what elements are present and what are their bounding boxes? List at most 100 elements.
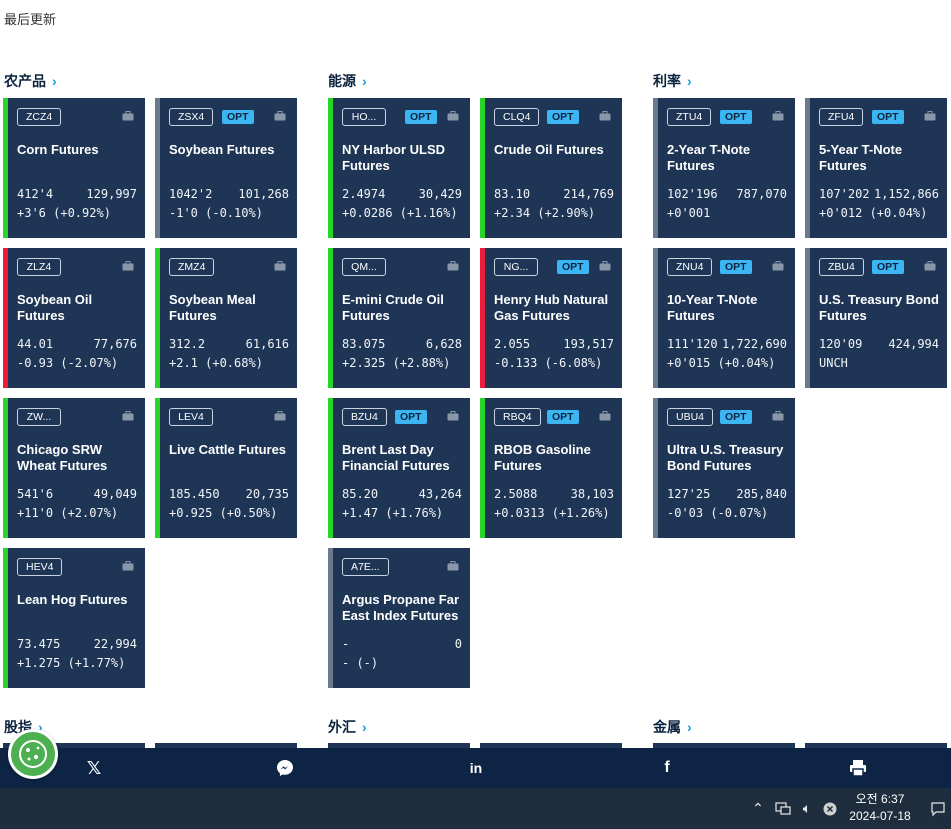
futures-card[interactable]: ZSX4 OPT Soybean Futures 1042'2 101,268 … xyxy=(155,98,297,238)
options-badge[interactable]: OPT xyxy=(405,110,437,124)
futures-card[interactable]: HO... OPT NY Harbor ULSD Futures 2.4974 … xyxy=(328,98,470,238)
trend-bar xyxy=(480,98,485,238)
volume: 1,722,690 xyxy=(721,337,787,351)
messenger-icon[interactable] xyxy=(275,758,295,778)
volume: 38,103 xyxy=(570,487,614,501)
category-metals-link[interactable]: 金属 › xyxy=(653,717,692,737)
volume: 787,070 xyxy=(736,187,787,201)
futures-card[interactable]: ZTU4 OPT 2-Year T-Note Futures 102'196 7… xyxy=(653,98,795,238)
taskbar-clock[interactable]: 오전 6:37 2024-07-18 xyxy=(840,791,920,825)
futures-card[interactable]: ZLZ4 Soybean Oil Futures 44.01 77,676 -0… xyxy=(3,248,145,388)
briefcase-icon[interactable] xyxy=(924,261,936,271)
briefcase-icon[interactable] xyxy=(599,411,611,421)
briefcase-icon[interactable] xyxy=(122,411,134,421)
briefcase-icon[interactable] xyxy=(122,561,134,571)
chevron-right-icon: › xyxy=(38,719,43,735)
briefcase-icon[interactable] xyxy=(122,261,134,271)
volume: 424,994 xyxy=(888,337,939,351)
category-fx-link[interactable]: 外汇 › xyxy=(328,717,367,737)
futures-card[interactable]: QM... E-mini Crude Oil Futures 83.075 6,… xyxy=(328,248,470,388)
futures-card[interactable]: HEV4 Lean Hog Futures 73.475 22,994 +1.2… xyxy=(3,548,145,688)
briefcase-icon[interactable] xyxy=(447,411,459,421)
facebook-icon[interactable]: f xyxy=(664,759,670,776)
briefcase-icon[interactable] xyxy=(772,411,784,421)
network-icon[interactable] xyxy=(772,788,794,829)
price-change: +2.325 (+2.88%) xyxy=(342,356,451,370)
futures-card[interactable]: ZFU4 OPT 5-Year T-Note Futures 107'202 1… xyxy=(805,98,947,238)
print-icon[interactable] xyxy=(848,758,868,778)
quote-row: 102'196 787,070 xyxy=(667,187,787,201)
last-updated-label: 最后更新 xyxy=(4,12,57,27)
share-bar: 𝕏 in f xyxy=(0,748,951,788)
briefcase-icon[interactable] xyxy=(274,411,286,421)
contract-name: Lean Hog Futures xyxy=(17,592,128,607)
show-hidden-icons-icon[interactable]: ⌃ xyxy=(752,800,764,816)
volume: 49,049 xyxy=(93,487,137,501)
options-badge[interactable]: OPT xyxy=(720,260,752,274)
briefcase-icon[interactable] xyxy=(599,111,611,121)
chevron-right-icon: › xyxy=(362,719,367,735)
contract-code-badge: LEV4 xyxy=(169,408,213,426)
category-rates-label: 利率 xyxy=(653,73,681,89)
quote-row: 85.20 43,264 xyxy=(342,487,462,501)
contract-name: Soybean Futures xyxy=(169,142,275,157)
last-price: 111'120 xyxy=(667,337,718,351)
futures-card[interactable]: BZU4 OPT Brent Last Day Financial Future… xyxy=(328,398,470,538)
briefcase-icon[interactable] xyxy=(447,561,459,571)
category-agri-label: 农产品 xyxy=(4,73,46,89)
contract-name: Live Cattle Futures xyxy=(169,442,287,457)
last-price: 2.055 xyxy=(494,337,531,351)
futures-card[interactable]: NG... OPT Henry Hub Natural Gas Futures … xyxy=(480,248,622,388)
price-change: +0.925 (+0.50%) xyxy=(169,506,278,520)
price-change: +2.34 (+2.90%) xyxy=(494,206,596,220)
briefcase-icon[interactable] xyxy=(447,111,459,121)
briefcase-icon[interactable] xyxy=(599,261,611,271)
options-badge[interactable]: OPT xyxy=(557,260,589,274)
futures-card[interactable]: RBQ4 OPT RBOB Gasoline Futures 2.5088 38… xyxy=(480,398,622,538)
category-agri-link[interactable]: 农产品 › xyxy=(4,71,57,91)
volume-icon[interactable]: 🔈︎ xyxy=(802,800,812,816)
briefcase-icon[interactable] xyxy=(122,111,134,121)
options-badge[interactable]: OPT xyxy=(395,410,427,424)
briefcase-icon[interactable] xyxy=(447,261,459,271)
trend-bar xyxy=(328,398,333,538)
futures-card[interactable]: ZCZ4 Corn Futures 412'4 129,997 +3'6 (+0… xyxy=(3,98,145,238)
last-price: 541'6 xyxy=(17,487,54,501)
notifications-icon[interactable] xyxy=(926,788,950,829)
futures-card[interactable]: A7E... Argus Propane Far East Index Futu… xyxy=(328,548,470,688)
contract-name: Chicago SRW Wheat Futures xyxy=(17,442,108,473)
briefcase-icon[interactable] xyxy=(274,261,286,271)
options-badge[interactable]: OPT xyxy=(547,410,579,424)
volume: 43,264 xyxy=(418,487,462,501)
contract-code-badge: BZU4 xyxy=(342,408,387,426)
options-badge[interactable]: OPT xyxy=(222,110,254,124)
volume: 6,628 xyxy=(425,337,462,351)
contract-name: Brent Last Day Financial Futures xyxy=(342,442,450,473)
futures-card[interactable]: CLQ4 OPT Crude Oil Futures 83.10 214,769… xyxy=(480,98,622,238)
mute-status-icon[interactable] xyxy=(820,788,840,829)
briefcase-icon[interactable] xyxy=(772,261,784,271)
price-change: +0'015 (+0.04%) xyxy=(667,356,776,370)
options-badge[interactable]: OPT xyxy=(872,260,904,274)
cookie-settings-button[interactable] xyxy=(8,729,58,779)
linkedin-icon[interactable]: in xyxy=(469,760,483,776)
futures-card[interactable]: ZBU4 OPT U.S. Treasury Bond Futures 120'… xyxy=(805,248,947,388)
volume: 30,429 xyxy=(418,187,462,201)
futures-card[interactable]: ZW... Chicago SRW Wheat Futures 541'6 49… xyxy=(3,398,145,538)
futures-card[interactable]: UBU4 OPT Ultra U.S. Treasury Bond Future… xyxy=(653,398,795,538)
category-energy-link[interactable]: 能源 › xyxy=(328,71,367,91)
options-badge[interactable]: OPT xyxy=(720,410,752,424)
briefcase-icon[interactable] xyxy=(924,111,936,121)
contract-code-badge: ZNU4 xyxy=(667,258,713,276)
options-badge[interactable]: OPT xyxy=(547,110,579,124)
futures-card[interactable]: ZMZ4 Soybean Meal Futures 312.2 61,616 +… xyxy=(155,248,297,388)
futures-card[interactable]: LEV4 Live Cattle Futures 185.450 20,735 … xyxy=(155,398,297,538)
futures-card[interactable]: ZNU4 OPT 10-Year T-Note Futures 111'120 … xyxy=(653,248,795,388)
briefcase-icon[interactable] xyxy=(274,111,286,121)
briefcase-icon[interactable] xyxy=(772,111,784,121)
options-badge[interactable]: OPT xyxy=(872,110,904,124)
options-badge[interactable]: OPT xyxy=(720,110,752,124)
contract-name: Henry Hub Natural Gas Futures xyxy=(494,292,609,323)
x-icon[interactable]: 𝕏 xyxy=(86,758,102,778)
category-rates-link[interactable]: 利率 › xyxy=(653,71,692,91)
